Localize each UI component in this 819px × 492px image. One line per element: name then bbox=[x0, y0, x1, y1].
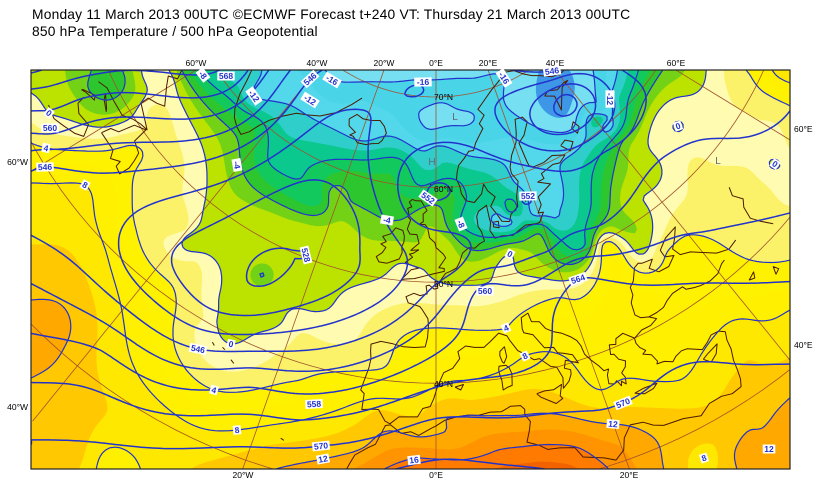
svg-text:4: 4 bbox=[502, 322, 511, 333]
svg-text:568: 568 bbox=[219, 71, 233, 81]
svg-text:546: 546 bbox=[544, 65, 560, 77]
svg-text:40°W: 40°W bbox=[307, 58, 328, 68]
svg-text:560: 560 bbox=[43, 123, 57, 133]
svg-text:546: 546 bbox=[190, 343, 206, 356]
svg-text:40°E: 40°E bbox=[546, 58, 565, 68]
svg-text:60°E: 60°E bbox=[794, 124, 813, 134]
svg-text:L: L bbox=[715, 156, 721, 167]
svg-text:20°E: 20°E bbox=[479, 58, 498, 68]
svg-text:12: 12 bbox=[764, 444, 774, 454]
svg-text:-8: -8 bbox=[455, 219, 467, 230]
svg-text:0°E: 0°E bbox=[429, 470, 443, 480]
svg-text:-4: -4 bbox=[382, 214, 391, 225]
svg-text:558: 558 bbox=[307, 399, 322, 410]
svg-text:20°E: 20°E bbox=[620, 470, 639, 480]
svg-text:570: 570 bbox=[313, 440, 328, 451]
svg-text:H: H bbox=[428, 157, 435, 168]
svg-text:12: 12 bbox=[608, 419, 619, 430]
svg-text:4: 4 bbox=[43, 143, 50, 154]
svg-text:-12: -12 bbox=[605, 93, 615, 106]
svg-text:L: L bbox=[452, 112, 458, 123]
svg-text:-16: -16 bbox=[417, 77, 430, 87]
svg-text:528: 528 bbox=[299, 247, 312, 263]
svg-text:12: 12 bbox=[317, 453, 328, 465]
svg-text:16: 16 bbox=[409, 454, 420, 465]
svg-text:546: 546 bbox=[38, 162, 53, 172]
svg-text:60°E: 60°E bbox=[667, 58, 686, 68]
svg-text:20°W: 20°W bbox=[233, 470, 254, 480]
svg-text:20°W: 20°W bbox=[374, 58, 395, 68]
svg-text:70°N: 70°N bbox=[434, 92, 453, 102]
svg-text:8: 8 bbox=[521, 350, 530, 361]
svg-text:8: 8 bbox=[234, 425, 240, 435]
svg-text:60°W: 60°W bbox=[7, 157, 28, 167]
svg-text:40°E: 40°E bbox=[794, 340, 813, 350]
svg-text:0: 0 bbox=[44, 108, 54, 119]
svg-text:0°E: 0°E bbox=[429, 58, 443, 68]
svg-text:50°N: 50°N bbox=[434, 279, 453, 289]
svg-text:0: 0 bbox=[506, 248, 515, 259]
svg-text:8: 8 bbox=[700, 452, 708, 463]
svg-text:60°W: 60°W bbox=[186, 58, 207, 68]
svg-text:560: 560 bbox=[478, 286, 492, 296]
svg-text:8: 8 bbox=[80, 179, 89, 190]
svg-text:Monday 11 March 2013 00UTC ©EC: Monday 11 March 2013 00UTC ©ECMWF Foreca… bbox=[32, 7, 630, 22]
svg-text:40°N: 40°N bbox=[434, 379, 453, 389]
svg-text:60°N: 60°N bbox=[434, 184, 453, 194]
svg-text:4: 4 bbox=[210, 385, 218, 396]
svg-text:0: 0 bbox=[228, 339, 235, 350]
svg-text:-4: -4 bbox=[231, 160, 242, 169]
svg-text:552: 552 bbox=[521, 191, 536, 201]
svg-text:40°W: 40°W bbox=[7, 402, 28, 412]
svg-text:0: 0 bbox=[674, 120, 682, 131]
svg-text:0: 0 bbox=[770, 159, 780, 170]
svg-text:564: 564 bbox=[570, 272, 587, 286]
svg-text:850 hPa Temperature / 500 hPa: 850 hPa Temperature / 500 hPa Geopotenti… bbox=[32, 24, 318, 39]
